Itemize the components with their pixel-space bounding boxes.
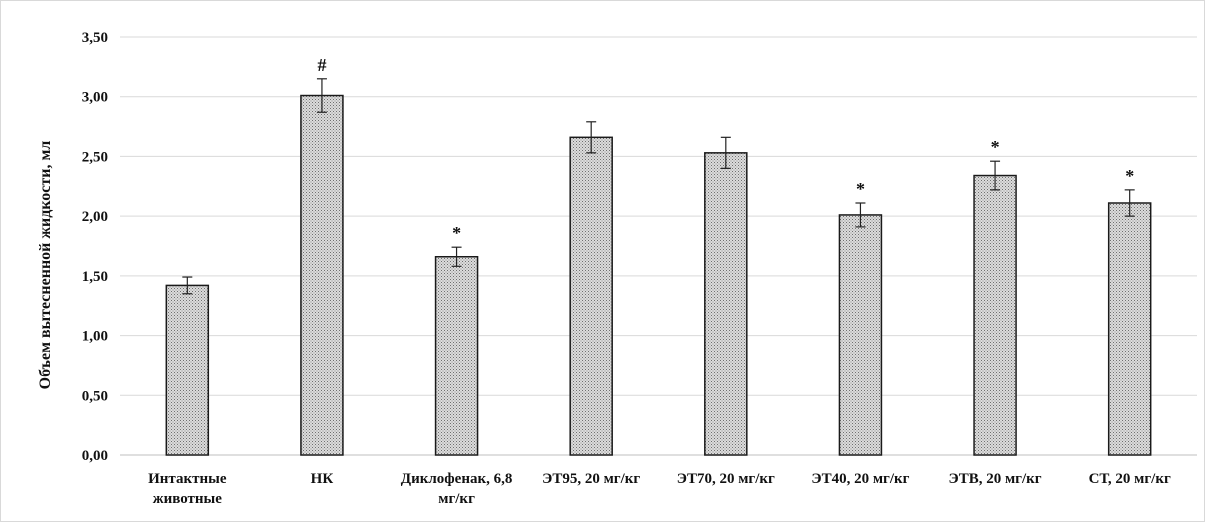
y-axis-label: Объем вытесненной жидкости, мл	[37, 141, 54, 390]
bar	[838, 214, 883, 456]
x-category-label: НК	[311, 471, 334, 487]
y-tick-label: 3,00	[82, 90, 108, 106]
bar	[1107, 202, 1152, 456]
bar	[165, 284, 210, 456]
x-category-label: Интактные	[148, 471, 227, 487]
x-category-label: мг/кг	[438, 491, 475, 507]
bar	[704, 152, 748, 456]
x-category-label: ЭТ40, 20 мг/кг	[811, 471, 909, 487]
bar	[300, 94, 344, 456]
significance-marker: *	[856, 179, 865, 199]
x-category-label: ЭТ70, 20 мг/кг	[677, 471, 775, 487]
y-tick-label: 2,00	[82, 209, 108, 225]
bar	[973, 174, 1017, 456]
bars: # * * * *	[165, 55, 1152, 456]
x-axis-categories: Интактные животные НК Диклофенак, 6,8 мг/кг Э…	[148, 471, 1171, 507]
gridlines	[120, 36, 1197, 456]
bar	[434, 255, 479, 456]
y-tick-label: 0,50	[82, 388, 108, 404]
y-tick-label: 2,50	[82, 149, 108, 165]
x-category-label: ЭТ95, 20 мг/кг	[542, 471, 640, 487]
bar	[569, 136, 613, 456]
y-tick-label: 1,00	[82, 329, 108, 345]
x-category-label: ЭТВ, 20 мг/кг	[949, 471, 1042, 487]
x-category-label: Диклофенак, 6,8	[401, 471, 513, 487]
significance-marker: #	[317, 55, 326, 75]
significance-marker: *	[452, 223, 461, 243]
y-tick-label: 1,50	[82, 269, 108, 285]
y-tick-label: 3,50	[82, 30, 108, 46]
y-axis-ticks: 0,00 0,50 1,00 1,50 2,00 2,50 3,00 3,50	[82, 30, 108, 464]
x-category-label: животные	[153, 491, 223, 507]
significance-marker: *	[991, 137, 1000, 157]
y-tick-label: 0,00	[82, 448, 108, 464]
significance-marker: *	[1125, 166, 1134, 186]
x-category-label: СТ, 20 мг/кг	[1089, 471, 1171, 487]
